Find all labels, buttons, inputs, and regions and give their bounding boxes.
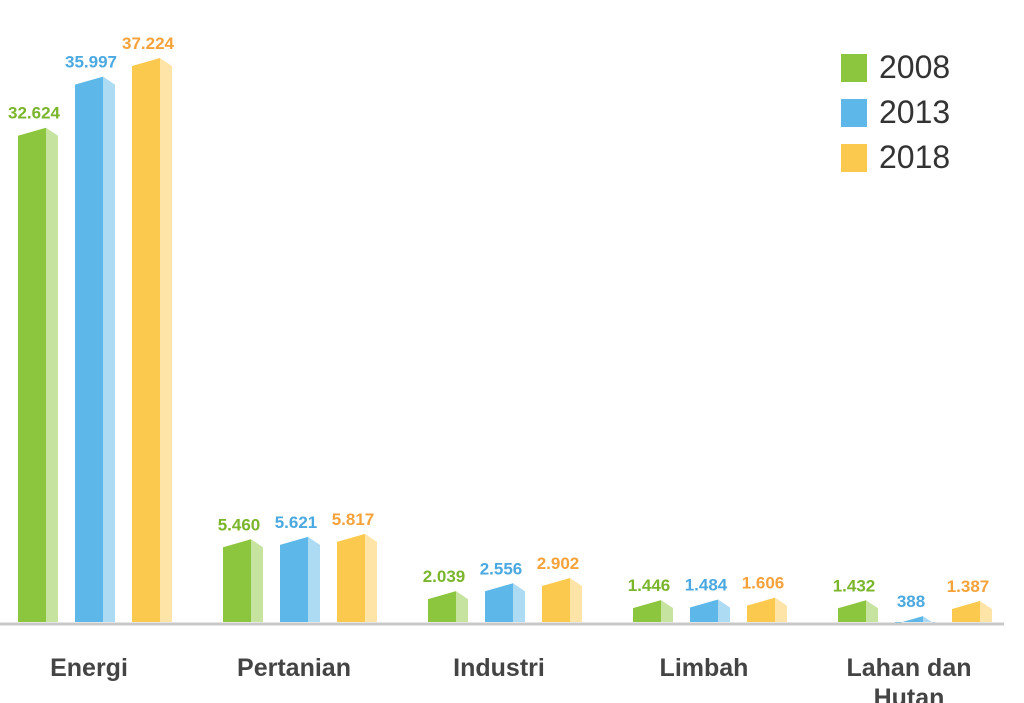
category-label-industri: Industri <box>453 654 545 682</box>
bar-lahan-dan-hutan-2008 <box>838 600 878 622</box>
bar-front <box>75 76 103 622</box>
bar-front <box>223 539 251 622</box>
bar-front <box>485 583 513 622</box>
bar-side <box>923 616 935 625</box>
bar-side <box>160 58 172 622</box>
data-label-limbah-2018: 1.606 <box>742 574 785 593</box>
bar-side <box>570 578 582 622</box>
data-label-limbah-2008: 1.446 <box>628 576 671 595</box>
bar-side <box>46 127 58 623</box>
data-label-pertanian-2008: 5.460 <box>218 515 261 534</box>
bar-lahan-dan-hutan-2018 <box>952 600 992 622</box>
bar-pertanian-2008 <box>223 539 263 622</box>
bar-side <box>251 539 263 622</box>
bar-energi-2013 <box>75 76 115 622</box>
bar-front <box>690 599 718 622</box>
bar-front <box>18 127 46 623</box>
bar-limbah-2013 <box>690 599 730 622</box>
bar-energi-2008 <box>18 127 58 623</box>
bar-side <box>775 597 787 622</box>
bar-front <box>337 533 365 622</box>
data-label-industri-2018: 2.902 <box>537 554 580 573</box>
category-label-energi: Energi <box>50 654 128 682</box>
category-labels: Energi Pertanian Industri Limbah Lahan dan Hu… <box>50 654 971 703</box>
data-label-industri-2013: 2.556 <box>480 559 523 578</box>
legend-swatch-2008 <box>841 54 867 82</box>
bar-front <box>428 591 456 622</box>
bar-front <box>952 600 980 622</box>
data-label-energi-2018: 37.224 <box>122 34 175 53</box>
data-label-industri-2008: 2.039 <box>423 567 466 586</box>
category-label-limbah: Limbah <box>660 654 749 682</box>
legend-label-2013: 2013 <box>879 94 950 130</box>
bar-industri-2008 <box>428 591 468 622</box>
data-label-lahan-dan-hutan-2013: 388 <box>897 592 925 611</box>
bar-side <box>980 600 992 622</box>
bar-side <box>308 536 320 622</box>
bar-side <box>513 583 525 622</box>
bar-side <box>103 76 115 622</box>
category-label-pertanian: Pertanian <box>237 654 351 682</box>
bar-lahan-dan-hutan-2013 <box>895 616 935 625</box>
bar-limbah-2008 <box>633 600 673 622</box>
legend-swatch-2018 <box>841 144 867 172</box>
bar-side <box>718 599 730 622</box>
data-label-pertanian-2018: 5.817 <box>332 510 375 529</box>
bar-side <box>365 533 377 622</box>
data-label-lahan-dan-hutan-2018: 1.387 <box>947 577 990 596</box>
bar-pertanian-2013 <box>280 536 320 622</box>
data-label-limbah-2013: 1.484 <box>685 576 728 595</box>
bar-industri-2018 <box>542 578 582 622</box>
data-label-energi-2013: 35.997 <box>65 53 117 72</box>
bar-front <box>542 578 570 622</box>
bar-limbah-2018 <box>747 597 787 622</box>
bar-side <box>661 600 673 622</box>
bar-side <box>866 600 878 622</box>
bars-group: 32.624 35.997 37.224 5.460 5.621 5.817 2.039 2.… <box>8 34 992 625</box>
bar-side <box>456 591 468 622</box>
data-label-energi-2008: 32.624 <box>8 104 61 123</box>
bar-front <box>747 597 775 622</box>
bar-energi-2018 <box>132 58 172 622</box>
category-label-lahan-dan-hutan: Lahan dan <box>846 654 971 682</box>
bar-front <box>895 616 923 625</box>
legend: 2008 2013 2018 <box>841 49 950 175</box>
bar-industri-2013 <box>485 583 525 622</box>
bar-front <box>838 600 866 622</box>
category-label-lahan-dan-hutan: Hutan <box>874 684 945 703</box>
bar-pertanian-2018 <box>337 533 377 622</box>
data-label-lahan-dan-hutan-2008: 1.432 <box>833 576 876 595</box>
legend-label-2008: 2008 <box>879 49 950 85</box>
legend-swatch-2013 <box>841 99 867 127</box>
bar-front <box>633 600 661 622</box>
bar-front <box>132 58 160 622</box>
legend-label-2018: 2018 <box>879 139 950 175</box>
data-label-pertanian-2013: 5.621 <box>275 513 318 532</box>
bar-front <box>280 536 308 622</box>
